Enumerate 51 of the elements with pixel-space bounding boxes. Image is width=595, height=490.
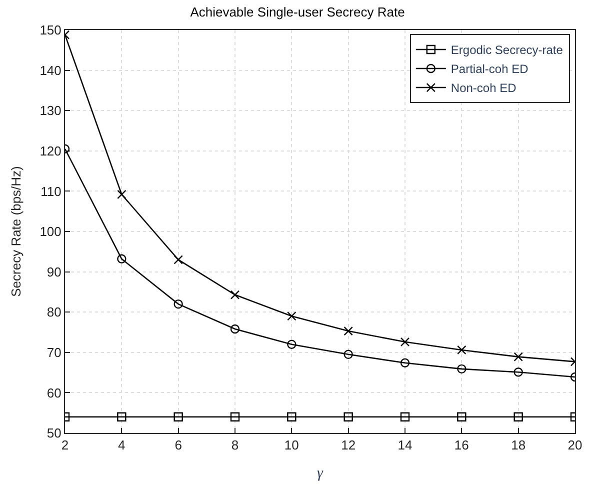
point <box>514 412 523 422</box>
legend-label: Ergodic Secrecy-rate <box>450 43 564 58</box>
y-tick-label: 100 <box>40 224 62 240</box>
y-tick-label: 120 <box>40 143 62 158</box>
point <box>514 352 523 362</box>
point <box>174 412 183 422</box>
y-tick-label: 130 <box>40 103 62 118</box>
y-tick-label: 140 <box>40 62 62 78</box>
point <box>457 364 466 374</box>
point <box>117 190 126 200</box>
x-tick-label: 20 <box>568 438 582 453</box>
x-axis-title: γ <box>317 466 324 482</box>
point <box>514 368 523 377</box>
y-tick-label: 70 <box>46 344 62 360</box>
x-tick-label: 6 <box>174 438 182 453</box>
point <box>174 255 183 264</box>
x-tick-label: 16 <box>454 438 469 453</box>
point <box>174 299 183 309</box>
x-tick-label: 2 <box>61 438 69 453</box>
point <box>287 312 296 321</box>
point <box>230 324 240 334</box>
x-tick-label: 18 <box>511 438 526 453</box>
x-tick-label: 12 <box>341 438 356 453</box>
y-tick-label: 90 <box>46 264 62 280</box>
y-axis-title: Secrecy Rate (bps/Hz) <box>8 166 24 297</box>
point <box>457 345 466 355</box>
y-tick-label: 60 <box>46 385 62 400</box>
point <box>287 412 296 422</box>
y-tick-label: 80 <box>46 304 62 320</box>
point <box>344 326 353 336</box>
point <box>457 412 466 422</box>
point <box>117 254 126 264</box>
point <box>400 358 410 368</box>
point <box>117 412 126 422</box>
y-tick-label: 50 <box>46 426 62 441</box>
x-tick-label: 4 <box>118 438 126 453</box>
chart-title: Achievable Single-user Secrecy Rate <box>190 4 405 20</box>
point <box>230 290 240 300</box>
y-tick-label: 150 <box>40 22 62 38</box>
x-tick-label: 14 <box>398 438 412 453</box>
point <box>400 412 410 422</box>
point <box>344 350 353 360</box>
legend-label: Partial-coh ED <box>450 62 529 76</box>
point <box>287 340 296 349</box>
y-tick-label: 110 <box>40 184 62 199</box>
point <box>344 412 353 422</box>
legend-label: Non-coh ED <box>450 81 517 96</box>
x-tick-label: 8 <box>231 438 239 453</box>
point <box>230 412 240 422</box>
point <box>400 337 410 347</box>
x-tick-label: 10 <box>284 438 299 453</box>
